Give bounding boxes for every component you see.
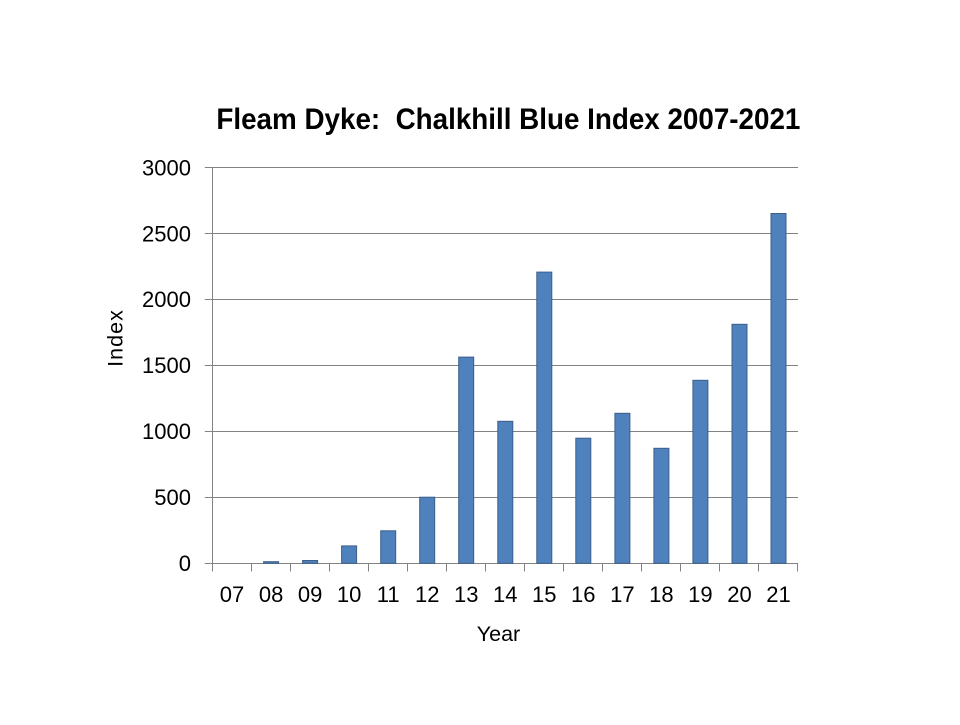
- svg-text:500: 500: [154, 485, 191, 510]
- svg-text:10: 10: [337, 582, 361, 607]
- svg-text:Index: Index: [104, 309, 128, 367]
- svg-text:3000: 3000: [142, 155, 191, 180]
- svg-text:2000: 2000: [142, 287, 191, 312]
- svg-text:14: 14: [493, 582, 517, 607]
- svg-text:18: 18: [649, 582, 673, 607]
- svg-text:Fleam Dyke: Chalkhill Blue In: Fleam Dyke: Chalkhill Blue Index 2007-20…: [216, 103, 800, 136]
- svg-text:1000: 1000: [142, 419, 191, 444]
- svg-text:08: 08: [259, 582, 283, 607]
- svg-text:20: 20: [727, 582, 751, 607]
- svg-text:16: 16: [571, 582, 595, 607]
- svg-text:07: 07: [220, 582, 244, 607]
- svg-text:09: 09: [298, 582, 322, 607]
- svg-text:11: 11: [377, 582, 400, 607]
- svg-text:0: 0: [179, 551, 191, 576]
- svg-text:13: 13: [454, 582, 478, 607]
- svg-text:19: 19: [688, 582, 712, 607]
- svg-text:1500: 1500: [142, 353, 191, 378]
- svg-text:Year: Year: [477, 622, 520, 646]
- svg-text:12: 12: [415, 582, 439, 607]
- svg-text:17: 17: [610, 582, 634, 607]
- svg-text:15: 15: [532, 582, 556, 607]
- svg-text:21: 21: [766, 582, 790, 607]
- svg-text:2500: 2500: [142, 221, 191, 246]
